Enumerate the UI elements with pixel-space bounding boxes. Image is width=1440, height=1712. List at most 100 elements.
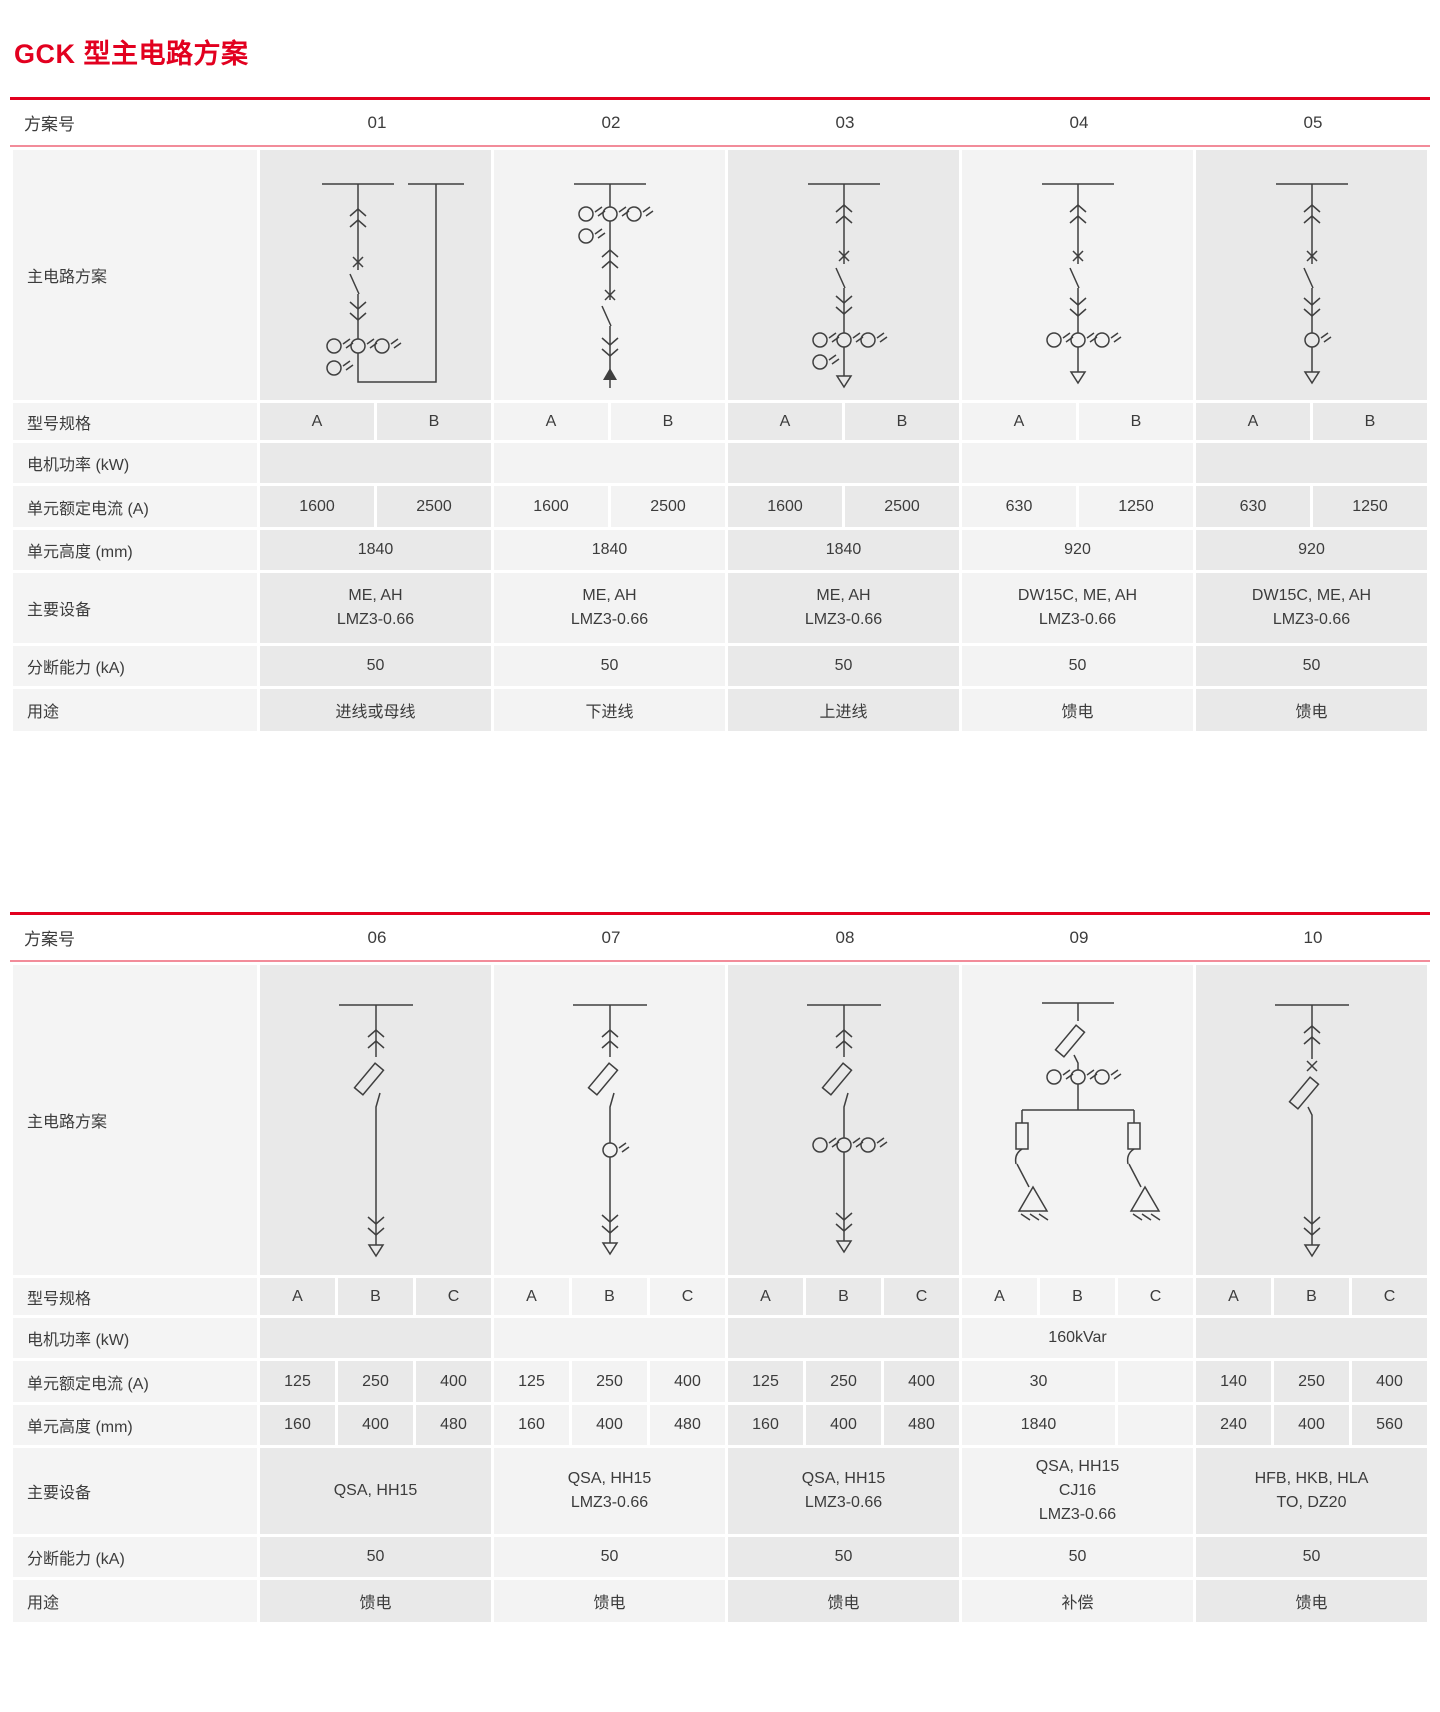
rated-current-cell: 1600	[260, 486, 374, 527]
equipment-cell: QSA, HH15 LMZ3-0.66	[728, 1448, 959, 1534]
equipment-row: 主要设备 ME, AH LMZ3-0.66 ME, AH LMZ3-0.66 ME,…	[13, 573, 1427, 643]
feeder-line	[374, 1092, 381, 1245]
motor-power-cell	[728, 443, 959, 483]
fuse-switch	[820, 1062, 853, 1096]
rated-current-cell: 2500	[611, 486, 725, 527]
spec-col-header: A	[494, 403, 608, 440]
spec-col-header: B	[572, 1278, 647, 1315]
row-label-main-equipment: 主要设备	[13, 573, 257, 643]
motor-power-cell	[728, 1318, 959, 1358]
spec-col-header: B	[1274, 1278, 1349, 1315]
spec-col-header: C	[650, 1278, 725, 1315]
breaking-cell: 50	[494, 1537, 725, 1577]
circuit-diagram-03	[807, 183, 887, 389]
unit-height-cell: 160	[494, 1405, 569, 1445]
breaker-cross	[1305, 1060, 1318, 1072]
circuit-diagram-05	[1275, 183, 1348, 385]
feeder-line	[1072, 1054, 1079, 1070]
breaker-cross	[837, 250, 850, 262]
drawout-contacts	[835, 295, 852, 315]
breaking-capacity-row: 分断能力 (kA) 50 50 50 50 50	[13, 1537, 1427, 1577]
main-circuit-row: 主电路方案	[13, 150, 1427, 400]
usage-cell: 馈电	[260, 1580, 491, 1622]
unit-height-cell: 240	[1196, 1405, 1271, 1445]
unit-height-cell: 480	[650, 1405, 725, 1445]
unit-height-cell-empty	[1118, 1405, 1193, 1445]
usage-cell: 下进线	[494, 689, 725, 731]
usage-cell: 馈电	[1196, 689, 1427, 731]
breaking-cell: 50	[260, 646, 491, 686]
rated-current-cell: 1250	[1079, 486, 1193, 527]
rated-current-row: 单元额定电流 (A) 1600 2500 1600 2500 1600 2500…	[13, 486, 1427, 527]
rated-current-cell: 1600	[494, 486, 608, 527]
rated-current-cell: 250	[1274, 1361, 1349, 1402]
motor-power-cell	[962, 443, 1193, 483]
circuit-diagram-07	[572, 1004, 647, 1256]
spec-col-header: A	[260, 403, 374, 440]
rated-current-cell: 400	[1352, 1361, 1427, 1402]
bus-tie-loop	[356, 184, 437, 383]
isolator-blade	[834, 267, 846, 289]
catalog-page: GCK 型主电路方案 方案号 01 02 03 04 05 主电路方案	[10, 39, 1430, 1622]
usage-cell: 上进线	[728, 689, 959, 731]
breaking-cell: 50	[1196, 1537, 1427, 1577]
equipment-cell: DW15C, ME, AH LMZ3-0.66	[962, 573, 1193, 643]
row-label-scheme-no: 方案号	[24, 115, 75, 134]
rated-current-cell: 250	[806, 1361, 881, 1402]
row-label-motor-power: 电机功率 (kW)	[13, 1318, 257, 1358]
capacitor-branch	[1126, 1110, 1160, 1221]
spec-col-header: A	[260, 1278, 335, 1315]
isolator-blade	[1068, 267, 1080, 289]
unit-height-cell: 400	[1274, 1405, 1349, 1445]
drawout-contacts	[349, 208, 366, 228]
usage-cell: 馈电	[962, 689, 1193, 731]
scheme-number: 01	[367, 112, 387, 132]
row-label-unit-height: 单元高度 (mm)	[13, 530, 257, 570]
rated-current-row: 单元额定电流 (A) 125 250 400 125 250 400 125 2…	[13, 1361, 1427, 1402]
equipment-cell: QSA, HH15 CJ16 LMZ3-0.66	[962, 1448, 1193, 1534]
equipment-cell: QSA, HH15	[260, 1448, 491, 1534]
drawout-contacts	[835, 1029, 852, 1049]
diagram-cell-03	[728, 150, 959, 400]
current-transformers	[811, 1137, 887, 1153]
equipment-cell: ME, AH LMZ3-0.66	[728, 573, 959, 643]
scheme-number: 03	[835, 112, 855, 132]
motor-power-cell	[1196, 1318, 1427, 1358]
current-transformers	[811, 332, 887, 370]
drawout-contacts	[1303, 1025, 1320, 1045]
row-label-breaking-capacity: 分断能力 (kA)	[13, 1537, 257, 1577]
drawout-contacts	[1303, 1216, 1320, 1236]
row-label-unit-height: 单元高度 (mm)	[13, 1405, 257, 1445]
capacitor-bank	[1017, 1185, 1048, 1212]
drawout-contacts	[835, 204, 852, 224]
diagram-cell-10	[1196, 965, 1427, 1275]
row-label-model-spec: 型号规格	[13, 1278, 257, 1315]
row-label-usage: 用途	[13, 689, 257, 731]
spec-col-header: A	[962, 1278, 1037, 1315]
scheme-number: 02	[601, 112, 621, 132]
usage-cell: 进线或母线	[260, 689, 491, 731]
spec-col-header: C	[884, 1278, 959, 1315]
diagram-cell-01	[260, 150, 491, 400]
breaking-cell: 50	[260, 1537, 491, 1577]
rated-current-cell-empty	[1118, 1361, 1193, 1402]
drawout-contacts	[1303, 297, 1320, 317]
feeder-arrow	[1303, 371, 1320, 385]
motor-power-cell	[260, 443, 491, 483]
rated-current-cell: 30	[962, 1361, 1115, 1402]
equipment-cell: ME, AH LMZ3-0.66	[260, 573, 491, 643]
feeder-line	[608, 1092, 615, 1143]
circuit-diagram-06	[338, 1004, 413, 1258]
drawout-contacts	[601, 337, 618, 357]
rated-current-cell: 400	[416, 1361, 491, 1402]
spec-col-header: B	[1313, 403, 1427, 440]
usage-cell: 补偿	[962, 1580, 1193, 1622]
row-label-motor-power: 电机功率 (kW)	[13, 443, 257, 483]
row-label-main-circuit: 主电路方案	[13, 965, 257, 1275]
row-label-main-circuit: 主电路方案	[13, 150, 257, 400]
diagram-cell-08	[728, 965, 959, 1275]
row-label-model-spec: 型号规格	[13, 403, 257, 440]
rated-current-cell: 250	[338, 1361, 413, 1402]
unit-height-cell: 400	[338, 1405, 413, 1445]
fuse-switch	[1287, 1076, 1320, 1110]
